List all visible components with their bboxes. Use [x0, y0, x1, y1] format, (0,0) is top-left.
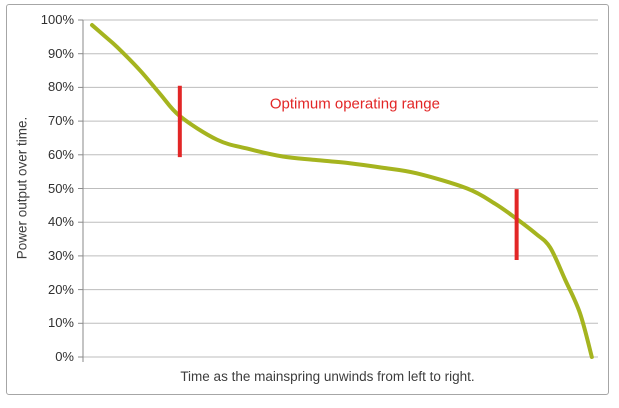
y-tick-label: 90%: [47, 45, 74, 61]
y-tick-label: 40%: [47, 214, 74, 230]
chart-border-frame: [6, 4, 609, 395]
y-tick-label: 70%: [47, 113, 74, 129]
y-tick-label: 20%: [47, 281, 74, 297]
y-tick-label: 50%: [47, 180, 74, 196]
y-tick-label: 10%: [47, 315, 74, 331]
y-tick-label: 60%: [47, 146, 74, 162]
y-axis-title: Power output over time.: [14, 116, 30, 260]
optimum-operating-range-label: Optimum operating range: [269, 95, 440, 113]
y-tick-label: 0%: [55, 349, 74, 364]
y-tick-label: 30%: [47, 247, 74, 263]
power-output-curve: [90, 23, 594, 359]
y-tick-label: 100%: [40, 12, 74, 27]
y-tick-label: 80%: [47, 79, 74, 95]
x-axis-title: Time as the mainspring unwinds from left…: [180, 369, 475, 384]
